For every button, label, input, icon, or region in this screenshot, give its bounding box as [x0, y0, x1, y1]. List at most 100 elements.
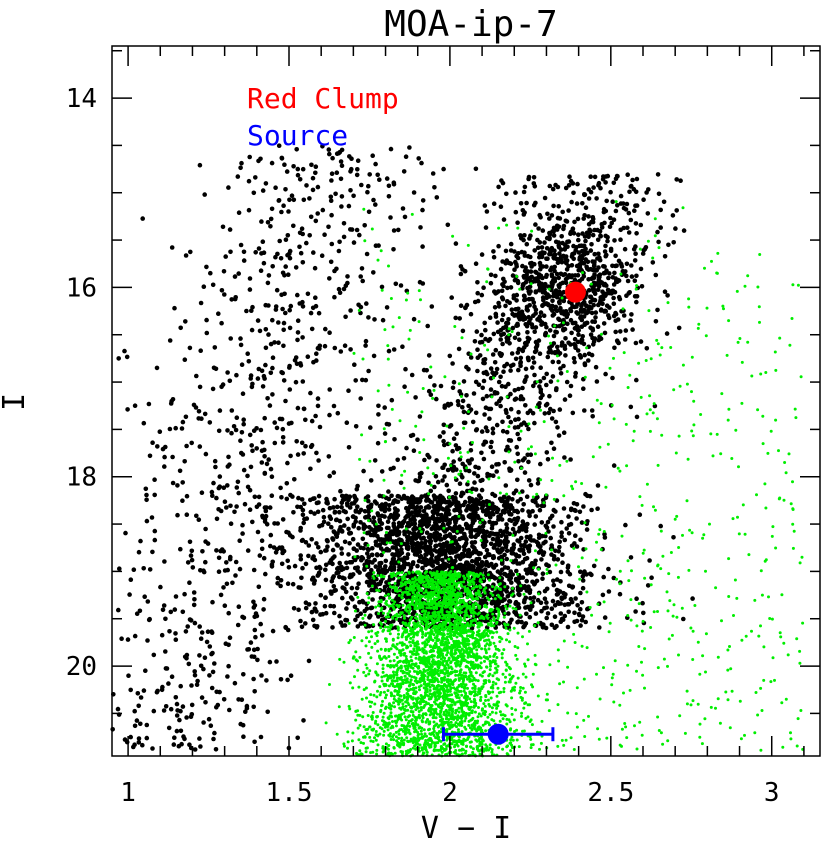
star-point — [288, 453, 293, 459]
star-point — [548, 535, 553, 541]
star-point — [359, 182, 364, 188]
star-point — [647, 558, 652, 563]
star-point — [292, 477, 297, 482]
star-point — [236, 490, 241, 496]
star-point — [369, 656, 373, 660]
star-point — [580, 231, 585, 236]
star-point — [480, 598, 486, 603]
star-point — [577, 352, 583, 358]
star-point — [499, 317, 505, 323]
star-point — [152, 492, 157, 498]
star-point — [305, 291, 311, 297]
star-point — [174, 728, 180, 734]
star-point — [515, 323, 520, 328]
star-point — [279, 416, 285, 422]
star-point — [575, 216, 581, 222]
star-point — [611, 301, 617, 307]
star-point — [641, 197, 646, 202]
star-point — [235, 479, 241, 485]
star-point — [251, 704, 256, 710]
star-point — [274, 425, 280, 431]
star-point — [487, 336, 493, 342]
star-point — [634, 414, 640, 420]
star-point — [371, 197, 376, 203]
star-point — [363, 338, 369, 344]
star-point — [590, 328, 596, 333]
star-point — [518, 587, 524, 592]
star-point — [281, 203, 286, 208]
star-point — [621, 225, 626, 231]
star-point — [198, 300, 204, 306]
star-point — [391, 228, 397, 233]
star-point — [260, 239, 266, 244]
star-point — [550, 374, 556, 379]
star-point — [596, 273, 601, 279]
star-point — [612, 270, 617, 276]
star-point — [527, 513, 532, 519]
star-point — [391, 720, 394, 723]
star-point — [537, 280, 542, 285]
star-point — [310, 617, 316, 623]
star-point — [557, 539, 562, 545]
star-point — [270, 264, 276, 269]
star-point — [432, 185, 437, 190]
star-point — [527, 236, 532, 241]
star-point — [220, 382, 226, 387]
star-point — [234, 372, 239, 378]
star-point — [295, 337, 300, 343]
star-point — [544, 562, 549, 568]
star-point — [202, 192, 207, 197]
star-point — [174, 701, 180, 707]
star-point — [327, 412, 332, 418]
star-point — [540, 228, 546, 233]
star-point — [509, 307, 515, 313]
star-point — [598, 308, 604, 313]
star-point — [503, 248, 509, 254]
star-point — [275, 521, 281, 526]
star-point — [603, 293, 608, 299]
star-point — [144, 735, 150, 741]
star-point — [275, 575, 281, 581]
star-point — [439, 546, 444, 551]
star-point — [183, 414, 189, 420]
star-point — [261, 607, 266, 612]
star-point — [481, 285, 486, 291]
star-point — [285, 677, 290, 683]
star-point — [209, 651, 214, 657]
star-point — [533, 345, 539, 350]
star-point — [367, 172, 373, 177]
star-point — [314, 450, 319, 456]
star-point — [365, 572, 370, 578]
star-point — [606, 275, 611, 281]
star-point — [185, 624, 190, 629]
star-point — [574, 245, 579, 250]
star-point — [466, 403, 471, 409]
star-point — [583, 238, 588, 244]
star-point — [117, 566, 122, 571]
star-point — [278, 255, 284, 261]
star-point — [265, 280, 271, 286]
star-point — [208, 723, 214, 728]
star-point — [372, 458, 378, 463]
star-point — [233, 295, 238, 300]
star-point — [493, 520, 499, 526]
star-point — [595, 483, 601, 488]
star-point — [662, 289, 668, 295]
star-point — [363, 343, 368, 348]
star-point — [243, 709, 248, 714]
star-point — [251, 676, 256, 682]
star-point — [182, 459, 187, 464]
star-point — [598, 295, 603, 300]
star-point — [405, 552, 411, 557]
star-point — [295, 166, 301, 172]
star-point — [212, 730, 217, 736]
star-point — [166, 681, 171, 686]
star-point — [544, 401, 550, 407]
star-point — [258, 156, 263, 162]
star-point — [547, 183, 553, 189]
star-point — [228, 503, 233, 509]
star-point — [175, 483, 180, 488]
star-point — [217, 474, 223, 479]
star-point — [483, 567, 488, 572]
